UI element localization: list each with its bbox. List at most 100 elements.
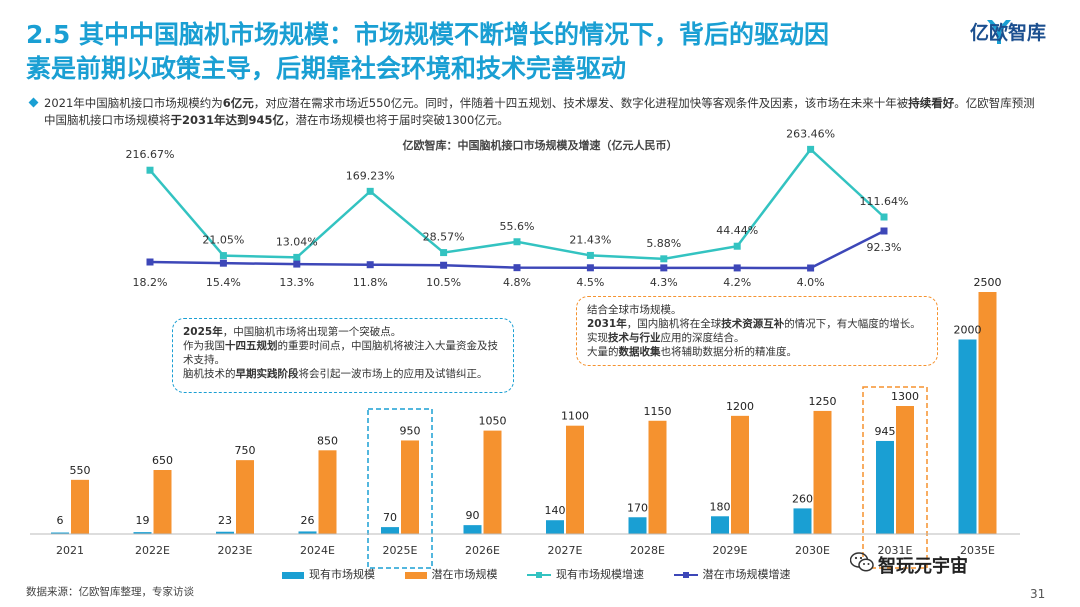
bar-current-2027E (546, 520, 564, 534)
data-source: 数据来源：亿欧智库整理，专家访谈 (26, 586, 194, 598)
point-potential-growth-3 (366, 261, 374, 269)
point-potential-growth-4 (440, 261, 448, 269)
label-current-2022E: 19 (136, 514, 150, 527)
point-potential-growth-8 (733, 264, 741, 272)
label-potential-2023E: 750 (235, 444, 256, 457)
bar-current-2035E (958, 339, 977, 534)
label-current-growth-9: 263.46% (786, 127, 835, 140)
label-current-growth-10: 111.64% (860, 195, 909, 208)
highlight-box-2025E (367, 408, 433, 569)
bar-current-2029E (711, 516, 729, 534)
bar-potential-2025E (401, 440, 419, 534)
callout-2031: 结合全球市场规模。 2031年，国内脑机将在全球技术资源互补的情况下，有大幅度的… (576, 296, 938, 366)
title-line-1: 2.5 其中中国脑机市场规模：市场规模不断增长的情况下，背后的驱动因 (26, 20, 829, 49)
point-potential-growth-2 (293, 260, 301, 268)
label-current-2028E: 170 (627, 501, 648, 514)
logo-text: 亿欧智库 (970, 22, 1047, 44)
label-potential-2029E: 1200 (726, 400, 754, 413)
label-current-2035E: 2000 (954, 324, 982, 337)
point-current-growth-9 (807, 145, 815, 153)
label-current-2024E: 26 (301, 514, 315, 527)
bar-current-2030E (793, 508, 812, 534)
x-label-2025E: 2025E (383, 544, 418, 557)
label-potential-2022E: 650 (152, 454, 173, 467)
label-current-growth-4: 28.57% (423, 231, 465, 244)
legend-potential-growth: 潜在市场规模增速 (673, 566, 791, 582)
bar-potential-2035E (978, 292, 997, 534)
label-potential-2021: 550 (70, 464, 91, 477)
point-current-growth-2 (293, 253, 301, 261)
label-potential-growth-9: 4.0% (797, 276, 825, 289)
label-potential-growth-2: 13.3% (279, 276, 314, 289)
point-potential-growth-9 (807, 264, 815, 272)
label-potential-growth-4: 10.5% (426, 276, 461, 289)
label-potential-2026E: 1050 (479, 415, 507, 428)
bar-current-2031E (876, 440, 894, 534)
bar-potential-2031E (896, 406, 914, 534)
page-title: 2.5 其中中国脑机市场规模：市场规模不断增长的情况下，背后的驱动因 素是前期以… (26, 18, 906, 86)
label-current-2025E: 70 (383, 511, 397, 524)
title-line-2: 素是前期以政策主导，后期靠社会环境和技术完善驱动 (26, 54, 627, 83)
chart-legend: 现有市场规模 潜在市场规模 现有市场规模增速 潜在市场规模增速 (282, 566, 817, 582)
line-potential-growth (149, 229, 885, 270)
point-current-growth-4 (440, 249, 448, 257)
brand-name: 智玩元宇宙 (878, 556, 968, 577)
x-label-2035E: 2035E (960, 544, 995, 557)
x-label-2026E: 2026E (465, 544, 500, 557)
label-current-growth-8: 44.44% (716, 224, 758, 237)
bar-potential-2022E (153, 470, 172, 534)
point-potential-growth-5 (513, 264, 521, 272)
label-current-growth-1: 21.05% (202, 234, 244, 247)
bar-current-2026E (463, 525, 482, 534)
point-current-growth-7 (660, 255, 668, 263)
point-current-growth-5 (513, 238, 521, 246)
label-current-2026E: 90 (466, 509, 480, 522)
wechat-icon (850, 552, 874, 572)
x-label-2029E: 2029E (713, 544, 748, 557)
label-potential-2028E: 1150 (644, 405, 672, 418)
bar-current-2023E (216, 531, 234, 534)
x-label-2031E: 2031E (878, 544, 913, 557)
label-potential-2027E: 1100 (561, 410, 589, 423)
point-current-growth-10 (880, 213, 888, 221)
bar-potential-2024E (318, 450, 337, 534)
label-potential-growth-1: 15.4% (206, 276, 241, 289)
point-current-growth-0 (146, 166, 154, 174)
x-label-2022E: 2022E (135, 544, 170, 557)
x-label-2021: 2021 (56, 544, 84, 557)
x-label-2027E: 2027E (548, 544, 583, 557)
label-current-growth-6: 21.43% (569, 233, 611, 246)
point-potential-growth-10 (880, 227, 888, 235)
label-potential-2025E: 950 (400, 424, 421, 437)
page-number: 31 (1030, 587, 1046, 601)
label-current-2031E: 945 (875, 425, 896, 438)
point-current-growth-1 (219, 252, 227, 260)
bar-potential-2027E (566, 425, 584, 534)
label-current-growth-0: 216.67% (126, 148, 175, 161)
label-potential-growth-3: 11.8% (353, 276, 388, 289)
point-current-growth-8 (733, 242, 741, 250)
label-current-2027E: 140 (545, 504, 566, 517)
point-current-growth-6 (586, 251, 594, 259)
legend-potential-size: 潜在市场规模 (404, 566, 498, 582)
x-label-2024E: 2024E (300, 544, 335, 557)
label-current-growth-3: 169.23% (346, 169, 395, 182)
point-current-growth-3 (366, 187, 374, 195)
label-current-2023E: 23 (218, 514, 232, 527)
label-potential-growth-10: 92.3% (867, 241, 902, 254)
bar-potential-2023E (236, 460, 254, 534)
x-label-2028E: 2028E (630, 544, 665, 557)
label-current-growth-7: 5.88% (646, 237, 681, 250)
description: 2021年中国脑机接口市场规模约为6亿元，对应潜在需求市场近550亿元。同时，伴… (44, 96, 1035, 127)
bar-potential-2029E (731, 415, 749, 534)
point-potential-growth-0 (146, 258, 154, 266)
label-current-2030E: 260 (792, 492, 813, 505)
bar-current-2024E (298, 531, 317, 534)
bar-potential-2021 (71, 479, 89, 534)
label-potential-2035E: 2500 (974, 276, 1002, 289)
label-potential-2031E: 1300 (891, 390, 919, 403)
x-label-2030E: 2030E (795, 544, 830, 557)
bar-potential-2026E (483, 430, 502, 534)
point-potential-growth-6 (586, 264, 594, 272)
